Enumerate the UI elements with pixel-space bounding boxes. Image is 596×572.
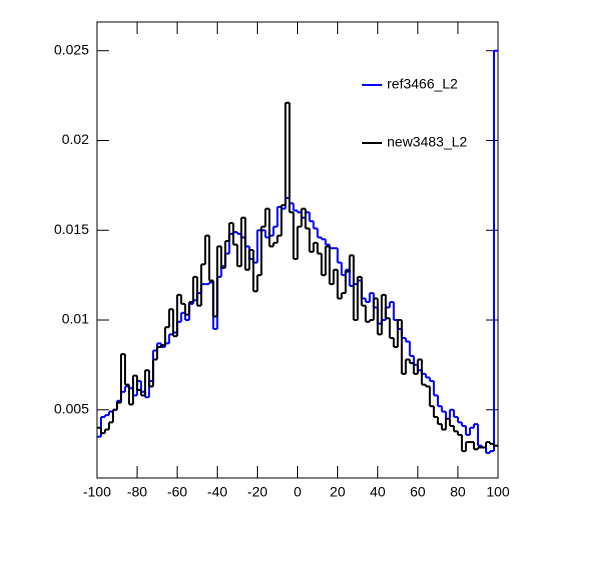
x-tick-label: 40 [370,484,386,500]
y-tick-label: 0.02 [62,131,89,147]
x-tick-label: 100 [486,484,510,500]
x-tick-label: -60 [167,484,187,500]
y-tick-label: 0.015 [54,221,89,237]
x-tick-label: 60 [410,484,426,500]
x-tick-label: -20 [247,484,267,500]
legend-label: new3483_L2 [387,134,467,150]
y-tick-label: 0.005 [54,400,89,416]
legend-label: ref3466_L2 [387,76,458,92]
x-tick-label: 0 [294,484,302,500]
y-tick-label: 0.025 [54,41,89,57]
y-tick-label: 0.01 [62,311,89,327]
step-connector [100,102,495,452]
x-tick-label: -80 [127,484,147,500]
x-tick-label: 80 [450,484,466,500]
x-tick-label: 20 [330,484,346,500]
x-tick-label: -100 [83,484,111,500]
x-tick-label: -40 [207,484,227,500]
